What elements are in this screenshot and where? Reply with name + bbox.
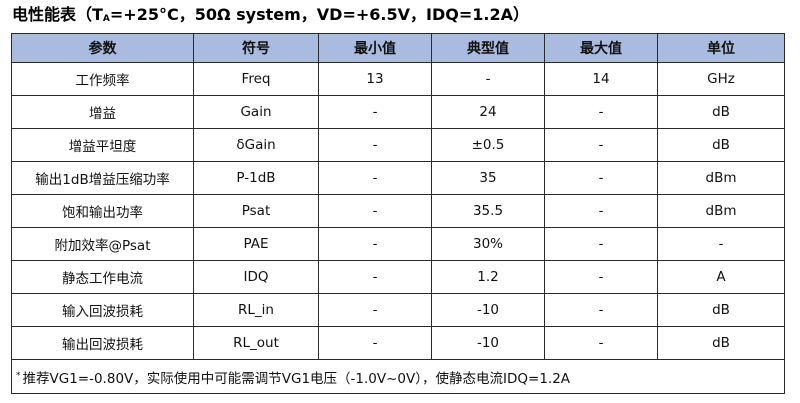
- cell-symbol: δGain: [193, 128, 319, 162]
- header-parameter: 参数: [11, 33, 194, 63]
- cell-symbol: Freq: [193, 62, 319, 96]
- cell-typ: 35.5: [431, 194, 545, 228]
- cell-max: -: [544, 161, 658, 195]
- cell-parameter: 附加效率@Psat: [11, 227, 194, 261]
- cell-unit: dBm: [657, 161, 785, 195]
- cell-min: 13: [318, 62, 432, 96]
- note-text: 推荐VG1=-0.80V，实际使用中可能需调节VG1电压（-1.0V~0V），使…: [22, 370, 571, 387]
- cell-parameter: 静态工作电流: [11, 260, 194, 294]
- header-min: 最小值: [318, 33, 432, 63]
- cell-unit: -: [657, 227, 785, 261]
- cell-max: -: [544, 128, 658, 162]
- title-prefix: 电性能表（T: [12, 5, 103, 24]
- cell-typ: 1.2: [431, 260, 545, 294]
- cell-parameter: 增益: [11, 95, 194, 129]
- cell-parameter: 输入回波损耗: [11, 293, 194, 327]
- title-suffix: =+25°C，50Ω system，VD=+6.5V，IDQ=1.2A）: [109, 5, 529, 24]
- cell-min: -: [318, 161, 432, 195]
- cell-max: -: [544, 194, 658, 228]
- header-unit: 单位: [657, 33, 785, 63]
- table-row: 输出1dB增益压缩功率 P-1dB - 35 - dBm: [11, 161, 785, 195]
- spec-table: 参数 符号 最小值 典型值 最大值 单位 工作频率 Freq 13 - 14 G…: [11, 33, 785, 394]
- cell-unit: A: [657, 260, 785, 294]
- cell-symbol: P-1dB: [193, 161, 319, 195]
- cell-max: -: [544, 326, 658, 360]
- cell-symbol: RL_in: [193, 293, 319, 327]
- cell-typ: 24: [431, 95, 545, 129]
- cell-symbol: Psat: [193, 194, 319, 228]
- cell-typ: ±0.5: [431, 128, 545, 162]
- cell-max: -: [544, 293, 658, 327]
- header-typ: 典型值: [431, 33, 545, 63]
- table-row: 增益 Gain - 24 - dB: [11, 95, 785, 129]
- cell-symbol: RL_out: [193, 326, 319, 360]
- table-row: 工作频率 Freq 13 - 14 GHz: [11, 62, 785, 96]
- note-row: * 推荐VG1=-0.80V，实际使用中可能需调节VG1电压（-1.0V~0V），…: [11, 359, 785, 394]
- cell-parameter: 输出回波损耗: [11, 326, 194, 360]
- cell-min: -: [318, 293, 432, 327]
- cell-max: -: [544, 260, 658, 294]
- cell-parameter: 饱和输出功率: [11, 194, 194, 228]
- cell-symbol: IDQ: [193, 260, 319, 294]
- header-max: 最大值: [544, 33, 658, 63]
- cell-parameter: 输出1dB增益压缩功率: [11, 161, 194, 195]
- cell-typ: 30%: [431, 227, 545, 261]
- cell-unit: GHz: [657, 62, 785, 96]
- cell-typ: 35: [431, 161, 545, 195]
- cell-parameter: 增益平坦度: [11, 128, 194, 162]
- cell-unit: dB: [657, 293, 785, 327]
- cell-min: -: [318, 227, 432, 261]
- cell-max: -: [544, 227, 658, 261]
- cell-unit: dB: [657, 95, 785, 129]
- cell-max: 14: [544, 62, 658, 96]
- cell-min: -: [318, 326, 432, 360]
- table-row: 静态工作电流 IDQ - 1.2 - A: [11, 260, 785, 294]
- cell-unit: dB: [657, 128, 785, 162]
- table-row: 输出回波损耗 RL_out - -10 - dB: [11, 326, 785, 360]
- cell-min: -: [318, 128, 432, 162]
- note-asterisk: *: [16, 370, 21, 381]
- header-symbol: 符号: [193, 33, 319, 63]
- cell-typ: -: [431, 62, 545, 96]
- cell-unit: dBm: [657, 194, 785, 228]
- cell-parameter: 工作频率: [11, 62, 194, 96]
- page-title: 电性能表（TA=+25°C，50Ω system，VD=+6.5V，IDQ=1.…: [12, 4, 529, 30]
- note-cell: * 推荐VG1=-0.80V，实际使用中可能需调节VG1电压（-1.0V~0V），…: [11, 359, 785, 394]
- cell-unit: dB: [657, 326, 785, 360]
- table-row: 增益平坦度 δGain - ±0.5 - dB: [11, 128, 785, 162]
- table-row: 饱和输出功率 Psat - 35.5 - dBm: [11, 194, 785, 228]
- cell-symbol: PAE: [193, 227, 319, 261]
- cell-typ: -10: [431, 293, 545, 327]
- header-row: 参数 符号 最小值 典型值 最大值 单位: [11, 33, 785, 63]
- table-row: 附加效率@Psat PAE - 30% - -: [11, 227, 785, 261]
- cell-min: -: [318, 194, 432, 228]
- title-subscript: A: [102, 14, 110, 24]
- cell-min: -: [318, 260, 432, 294]
- cell-typ: -10: [431, 326, 545, 360]
- cell-max: -: [544, 95, 658, 129]
- cell-symbol: Gain: [193, 95, 319, 129]
- table-row: 输入回波损耗 RL_in - -10 - dB: [11, 293, 785, 327]
- cell-min: -: [318, 95, 432, 129]
